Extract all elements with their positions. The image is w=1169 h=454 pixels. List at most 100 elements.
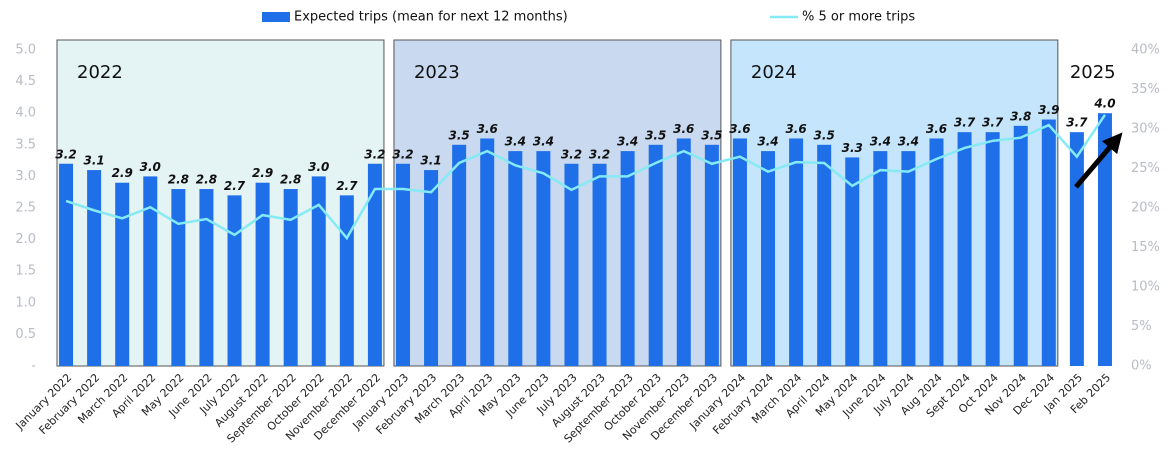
data-label: 3.6 — [785, 122, 806, 136]
bar — [171, 189, 186, 366]
data-label: 3.1 — [83, 154, 104, 168]
bar — [1041, 119, 1056, 367]
year-label: 2022 — [77, 62, 123, 83]
data-label: 2.7 — [224, 179, 246, 193]
bar — [311, 176, 326, 366]
data-label: 3.4 — [505, 135, 526, 149]
bar — [564, 163, 579, 366]
bar — [901, 151, 916, 366]
y2-tick-label: 0% — [1131, 359, 1152, 374]
bar — [227, 195, 242, 366]
bar — [845, 157, 860, 366]
y2-tick-label: 5% — [1131, 319, 1152, 334]
data-label: 3.5 — [449, 128, 470, 142]
bar — [1013, 125, 1028, 366]
bar — [536, 151, 551, 366]
y-tick-label: 5.0 — [15, 43, 36, 58]
bar — [873, 151, 888, 366]
trend-arrow — [1074, 132, 1123, 189]
bar — [508, 151, 523, 366]
year-panel — [56, 39, 385, 367]
bar — [480, 138, 495, 366]
y2-tick-label: 20% — [1131, 201, 1160, 216]
year-panels: 2022 2023 2024 2025 — [56, 39, 1116, 367]
data-label: 2.7 — [336, 179, 358, 193]
year-panel — [393, 39, 722, 367]
data-label: 3.5 — [814, 128, 835, 142]
data-label: 3.9 — [1038, 103, 1059, 117]
data-label: 3.8 — [1010, 109, 1031, 123]
data-label: 3.0 — [140, 160, 161, 174]
data-label: 3.1 — [420, 154, 441, 168]
bar — [929, 138, 944, 366]
y-tick-label: 1.5 — [15, 264, 36, 279]
bar — [115, 182, 130, 366]
legend-label: Expected trips (mean for next 12 months) — [294, 10, 568, 25]
data-label: 3.7 — [1066, 116, 1088, 130]
data-label: 2.9 — [252, 166, 273, 180]
bar — [592, 163, 607, 366]
year-label: 2023 — [414, 62, 460, 83]
data-label: 4.0 — [1093, 97, 1115, 111]
year-panel — [730, 39, 1059, 367]
y-tick-label: 3.0 — [15, 169, 36, 184]
data-label: 3.4 — [757, 135, 778, 149]
y-tick-label: 0.5 — [15, 327, 36, 342]
bar — [789, 138, 804, 366]
bar — [620, 151, 635, 366]
bar — [367, 163, 382, 366]
bar — [452, 144, 467, 366]
y-tick-label: 2.5 — [15, 201, 36, 216]
bar — [676, 138, 691, 366]
y2-tick-label: 10% — [1131, 280, 1160, 295]
bar — [957, 132, 972, 366]
plot: 3.2 3.1 2.9 3.0 2.8 2.8 2.7 2.9 2.8 3.0 2.7 3.2 3.2 3… — [55, 97, 1116, 367]
y2-tick-label: 35% — [1131, 82, 1160, 97]
bar — [59, 163, 74, 366]
bar — [424, 170, 439, 366]
y2-tick-label: 15% — [1131, 240, 1160, 255]
y-tick-label: 3.5 — [15, 137, 36, 152]
bar — [87, 170, 102, 366]
bar — [1097, 113, 1112, 366]
data-label: 3.7 — [954, 116, 976, 130]
data-label: 3.4 — [870, 135, 891, 149]
bar — [761, 151, 776, 366]
data-label: 3.2 — [589, 147, 610, 161]
y-tick-label: 1.0 — [15, 295, 36, 310]
data-label: 3.4 — [533, 135, 554, 149]
year-label: 2025 — [1070, 62, 1116, 83]
data-label: 2.8 — [196, 173, 217, 187]
data-label: 3.5 — [645, 128, 666, 142]
y2-tick-label: 25% — [1131, 161, 1160, 176]
data-label: 3.3 — [842, 141, 863, 155]
data-label: 2.8 — [168, 173, 189, 187]
bar — [143, 176, 158, 366]
bar — [199, 189, 214, 366]
line — [65, 114, 1106, 241]
bar — [395, 163, 410, 366]
y-tick-label: 4.0 — [15, 106, 36, 121]
bar — [648, 144, 663, 366]
bar — [732, 138, 747, 366]
year-label: 2024 — [751, 62, 797, 83]
data-label: 3.4 — [617, 135, 638, 149]
data-label: 3.2 — [55, 147, 76, 161]
data-label: 3.6 — [673, 122, 694, 136]
y2-tick-label: 30% — [1131, 122, 1160, 137]
y-tick-label: - — [31, 359, 36, 374]
y2-tick-label: 40% — [1131, 43, 1160, 58]
data-label: 3.2 — [364, 147, 385, 161]
data-label: 3.2 — [392, 147, 413, 161]
bar — [255, 182, 270, 366]
data-label: 3.7 — [982, 116, 1004, 130]
bar — [1069, 132, 1084, 366]
data-label: 2.9 — [112, 166, 133, 180]
data-label: 2.8 — [280, 173, 301, 187]
y-tick-label: 4.5 — [15, 74, 36, 89]
y-tick-label: 2.0 — [15, 232, 36, 247]
bar — [985, 132, 1000, 366]
data-label: 3.0 — [308, 160, 329, 174]
data-label: 3.5 — [701, 128, 722, 142]
